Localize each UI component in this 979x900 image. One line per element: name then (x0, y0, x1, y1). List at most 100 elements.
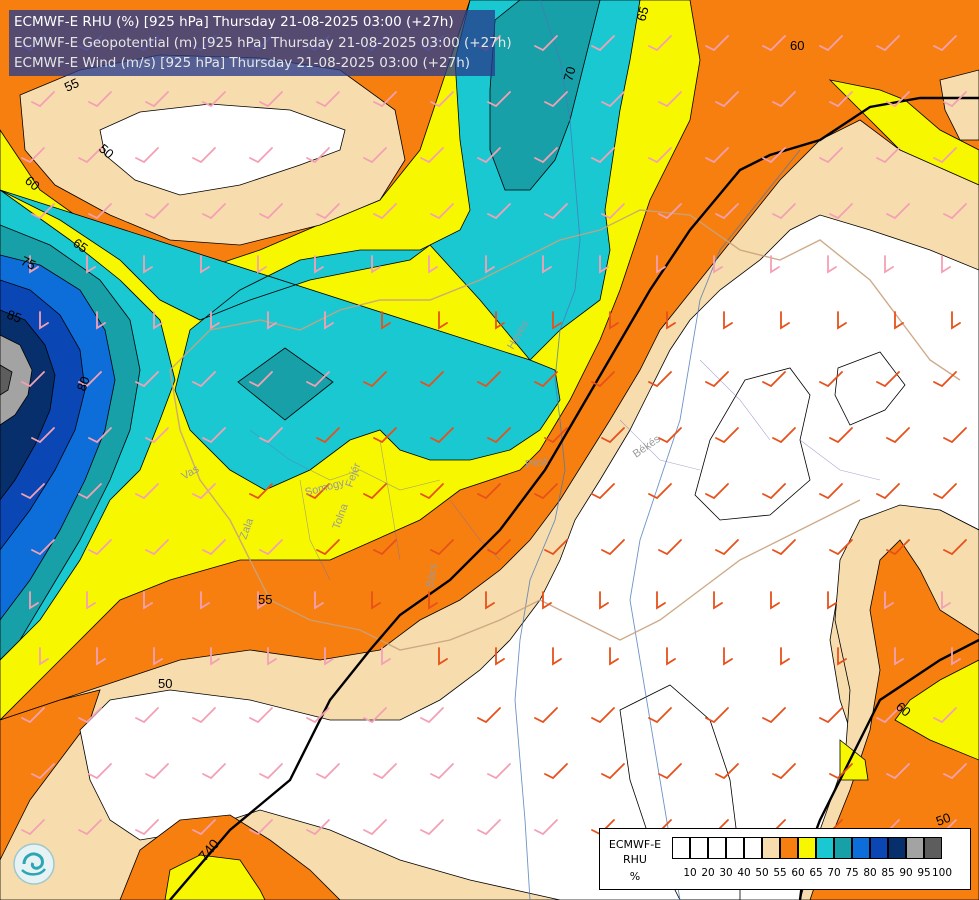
wind-barb (21, 483, 45, 500)
band-75-center (237, 347, 334, 421)
wind-barb (544, 427, 568, 444)
wind-barb (886, 203, 910, 220)
wind-barb (544, 91, 568, 108)
legend: ECMWF-E RHU % 10 20 30 40 50 55 60 65 70 75 80 85 90… (599, 828, 971, 890)
wind-barb (601, 539, 625, 556)
wind-barb (135, 371, 159, 388)
wind-barb (31, 763, 55, 780)
wind-barb (819, 371, 843, 388)
wind-barb (314, 591, 324, 610)
wind-barb (829, 763, 853, 780)
wind-barb (249, 707, 273, 724)
wind-barb (306, 707, 330, 724)
wind-barb (430, 539, 454, 556)
wind-barb (943, 427, 967, 444)
wind-barb (829, 203, 853, 220)
wind-barb (210, 311, 220, 330)
place-label: Pest (524, 455, 548, 471)
wind-barb (306, 483, 330, 500)
wind-barb (534, 819, 558, 836)
legend-tick-label: 65 (809, 867, 823, 879)
wind-barb (723, 311, 733, 330)
legend-swatch (762, 837, 780, 859)
geopotential-740-line (169, 96, 979, 900)
wind-barb (705, 483, 729, 500)
wind-barb (772, 539, 796, 556)
wind-barb (143, 255, 153, 274)
wind-barb (438, 311, 448, 330)
wind-barb (371, 255, 381, 274)
wind-barb (31, 539, 55, 556)
wind-barb (477, 483, 501, 500)
wind-barb (648, 707, 672, 724)
wind-barb (933, 371, 957, 388)
wind-barb (705, 707, 729, 724)
wind-barb (430, 203, 454, 220)
wind-barb (772, 427, 796, 444)
legend-tick-label: 95 (917, 867, 931, 879)
band-70-area (0, 0, 641, 491)
wind-barb (306, 819, 330, 836)
wind-barb (876, 147, 900, 164)
title-panel: ECMWF-E RHU (%) [925 hPa] Thursday 21-08… (9, 10, 512, 76)
wind-barb (705, 147, 729, 164)
wind-barb (145, 427, 169, 444)
wind-barb (819, 147, 843, 164)
wind-barb (86, 591, 96, 610)
wind-barb (324, 311, 334, 330)
band-95-west (0, 334, 33, 426)
wind-barb (420, 819, 444, 836)
wind-barb (249, 147, 273, 164)
wind-barb (933, 147, 957, 164)
wind-barb (591, 147, 615, 164)
contour-label: 60 (790, 38, 804, 53)
wind-barb (648, 35, 672, 52)
wind-barb (487, 539, 511, 556)
wind-barb (819, 483, 843, 500)
wind-barb (249, 483, 273, 500)
wind-barb (21, 819, 45, 836)
legend-swatch (690, 837, 708, 859)
wind-barb (770, 591, 780, 610)
wind-barb (715, 539, 739, 556)
wind-barb (485, 591, 495, 610)
wind-barb (487, 91, 511, 108)
wind-barb (477, 371, 501, 388)
wind-barb (884, 255, 894, 274)
legend-tick-label: 60 (791, 867, 805, 879)
wind-barb (951, 647, 961, 666)
wind-barb (31, 91, 55, 108)
wind-barb (477, 147, 501, 164)
wind-barb (21, 371, 45, 388)
legend-swatch (924, 837, 942, 859)
wind-barb (96, 647, 106, 666)
wind-barb (941, 255, 951, 274)
wind-barb (430, 427, 454, 444)
legend-tick-label: 70 (827, 867, 841, 879)
wind-barb (259, 427, 283, 444)
contour-label: 70 (560, 65, 578, 83)
wind-barb (894, 311, 904, 330)
contour-label: 55 (258, 592, 272, 607)
wind-barb (477, 707, 501, 724)
wind-barb (485, 255, 495, 274)
wind-barb (430, 91, 454, 108)
wind-barb (658, 539, 682, 556)
wind-barb (715, 763, 739, 780)
wind-barb (363, 707, 387, 724)
wind-barb (420, 707, 444, 724)
legend-tick-label: 20 (701, 867, 715, 879)
wind-barb (259, 91, 283, 108)
wind-barb (78, 371, 102, 388)
wind-barb (153, 311, 163, 330)
contour-label: 50 (158, 676, 172, 691)
wind-barb (876, 483, 900, 500)
wind-barb (371, 591, 381, 610)
wind-barb (135, 707, 159, 724)
legend-title-model: ECMWF-E (608, 838, 662, 851)
wind-barb (259, 539, 283, 556)
wind-barb (145, 91, 169, 108)
wind-barb (941, 591, 951, 610)
